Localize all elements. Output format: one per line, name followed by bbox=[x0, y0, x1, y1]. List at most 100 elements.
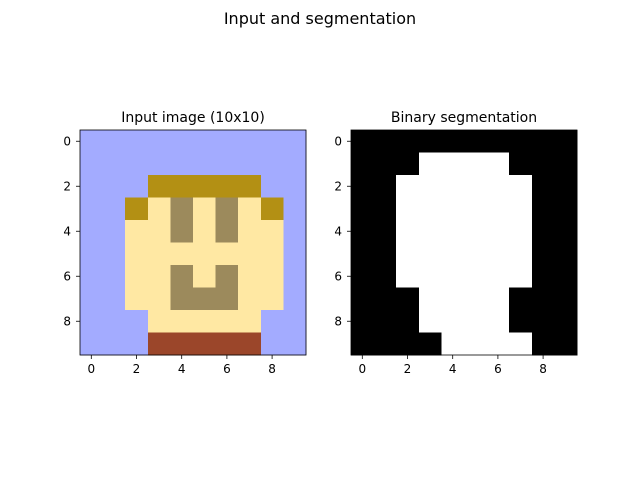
pixel-cell bbox=[260, 130, 284, 154]
pixel-cell bbox=[486, 130, 510, 154]
pixel-cell bbox=[260, 152, 284, 176]
pixel-cell bbox=[215, 197, 239, 221]
pixel-cell bbox=[531, 220, 555, 244]
pixel-cell bbox=[486, 310, 510, 334]
pixel-cell bbox=[283, 287, 307, 311]
pixel-cell bbox=[396, 175, 420, 199]
pixel-cell bbox=[554, 197, 578, 221]
pixel-cell bbox=[193, 220, 217, 244]
pixel-cell bbox=[418, 197, 442, 221]
pixel-cell bbox=[464, 175, 488, 199]
pixel-cell bbox=[509, 287, 533, 311]
pixel-cell bbox=[373, 130, 397, 154]
pixel-cell bbox=[554, 332, 578, 356]
pixel-cell bbox=[418, 287, 442, 311]
pixel-cell bbox=[238, 265, 262, 289]
pixel-cell bbox=[373, 242, 397, 266]
figure-suptitle: Input and segmentation bbox=[224, 9, 416, 28]
pixel-cell bbox=[509, 242, 533, 266]
y-tick-label: 2 bbox=[63, 179, 71, 193]
pixel-cell bbox=[418, 265, 442, 289]
pixel-cell bbox=[147, 242, 171, 266]
pixel-cell bbox=[531, 242, 555, 266]
pixel-cell bbox=[509, 310, 533, 334]
pixel-cell bbox=[531, 130, 555, 154]
y-tick-label: 0 bbox=[63, 134, 71, 148]
axes-frame bbox=[350, 129, 578, 356]
pixel-cell bbox=[80, 287, 104, 311]
pixel-cell bbox=[215, 332, 239, 356]
pixel-cell bbox=[554, 287, 578, 311]
pixel-cell bbox=[441, 130, 465, 154]
pixel-cell bbox=[102, 242, 126, 266]
pixel-cell bbox=[215, 287, 239, 311]
pixel-cell bbox=[260, 220, 284, 244]
pixel-cell bbox=[441, 242, 465, 266]
panel-title: Input image (10x10) bbox=[121, 110, 265, 126]
panel-1: Binary segmentation 0 2 4 6 8 0 2 4 6 8 bbox=[334, 110, 578, 376]
x-tick-label: 4 bbox=[178, 362, 186, 376]
pixel-cell bbox=[418, 130, 442, 154]
pixel-cell bbox=[170, 220, 194, 244]
pixel-cell bbox=[486, 197, 510, 221]
pixel-cell bbox=[509, 130, 533, 154]
pixel-cell bbox=[238, 130, 262, 154]
pixel-cell bbox=[80, 130, 104, 154]
pixel-cell bbox=[509, 265, 533, 289]
pixel-cell bbox=[373, 175, 397, 199]
pixel-cell bbox=[170, 197, 194, 221]
pixel-cell bbox=[509, 175, 533, 199]
pixel-cell bbox=[554, 220, 578, 244]
pixel-cell bbox=[464, 197, 488, 221]
pixel-cell bbox=[238, 197, 262, 221]
pixel-cell bbox=[283, 332, 307, 356]
y-tick-label: 4 bbox=[63, 224, 71, 238]
pixel-cell bbox=[215, 242, 239, 266]
pixel-cell bbox=[170, 287, 194, 311]
pixel-cell bbox=[215, 130, 239, 154]
pixel-cell bbox=[554, 310, 578, 334]
pixel-cell bbox=[351, 175, 375, 199]
pixel-cell bbox=[147, 332, 171, 356]
y-tick-label: 8 bbox=[63, 314, 71, 328]
pixel-cell bbox=[531, 152, 555, 176]
pixel-cell bbox=[418, 242, 442, 266]
pixel-cell bbox=[351, 130, 375, 154]
pixel-cell bbox=[260, 265, 284, 289]
pixel-cell bbox=[283, 152, 307, 176]
pixel-cell bbox=[80, 242, 104, 266]
pixel-cell bbox=[147, 287, 171, 311]
pixel-cell bbox=[441, 197, 465, 221]
pixel-cell bbox=[215, 152, 239, 176]
pixel-cell bbox=[396, 310, 420, 334]
pixel-cell bbox=[554, 175, 578, 199]
pixel-cell bbox=[260, 287, 284, 311]
pixel-cell bbox=[80, 197, 104, 221]
pixel-cell bbox=[193, 310, 217, 334]
x-tick-label: 6 bbox=[223, 362, 231, 376]
pixel-cell bbox=[373, 197, 397, 221]
pixel-cell bbox=[102, 197, 126, 221]
pixel-cell bbox=[125, 242, 149, 266]
pixel-cell bbox=[486, 175, 510, 199]
pixel-cell bbox=[125, 265, 149, 289]
pixel-cell bbox=[509, 152, 533, 176]
pixel-cell bbox=[260, 332, 284, 356]
pixel-cell bbox=[193, 197, 217, 221]
pixel-cell bbox=[351, 287, 375, 311]
pixel-cell bbox=[554, 265, 578, 289]
pixel-cell bbox=[396, 152, 420, 176]
pixel-cell bbox=[283, 242, 307, 266]
pixel-cell bbox=[373, 220, 397, 244]
pixel-cell bbox=[531, 175, 555, 199]
pixel-cell bbox=[238, 332, 262, 356]
pixel-cell bbox=[509, 332, 533, 356]
pixel-cell bbox=[102, 332, 126, 356]
pixel-cell bbox=[441, 265, 465, 289]
pixel-cell bbox=[170, 332, 194, 356]
pixel-cell bbox=[238, 152, 262, 176]
x-tick-label: 0 bbox=[358, 362, 366, 376]
pixel-cell bbox=[125, 332, 149, 356]
pixel-cell bbox=[441, 332, 465, 356]
